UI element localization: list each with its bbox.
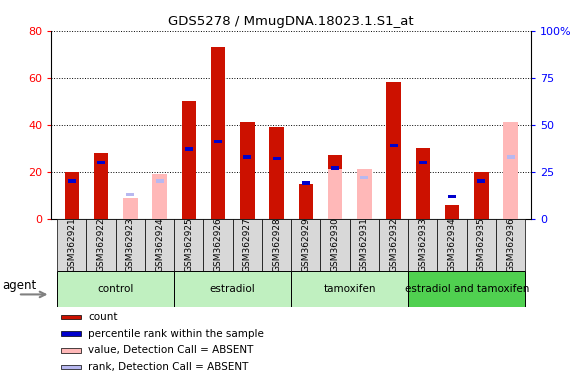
Bar — [203, 219, 233, 271]
Bar — [97, 161, 105, 164]
Bar — [262, 219, 291, 271]
Bar — [503, 122, 518, 219]
Bar — [357, 169, 372, 219]
Bar — [389, 144, 397, 147]
Bar — [116, 219, 145, 271]
Bar — [270, 127, 284, 219]
Bar — [152, 174, 167, 219]
Text: GSM362932: GSM362932 — [389, 217, 398, 272]
Text: tamoxifen: tamoxifen — [323, 284, 376, 294]
Bar — [65, 172, 79, 219]
Text: GSM362922: GSM362922 — [96, 217, 106, 272]
Bar — [328, 169, 343, 219]
Bar — [174, 219, 203, 271]
Text: GSM362933: GSM362933 — [419, 217, 427, 272]
Bar — [94, 153, 108, 219]
Bar — [240, 122, 255, 219]
Text: GSM362924: GSM362924 — [155, 217, 164, 272]
Text: estradiol: estradiol — [210, 284, 256, 294]
Text: count: count — [89, 312, 118, 322]
Text: agent: agent — [3, 279, 37, 292]
Bar — [155, 179, 164, 183]
Text: GSM362931: GSM362931 — [360, 217, 369, 272]
Bar — [57, 271, 174, 307]
Text: GSM362926: GSM362926 — [214, 217, 223, 272]
Bar — [185, 147, 193, 151]
Text: control: control — [98, 284, 134, 294]
Bar — [448, 195, 456, 198]
Bar — [211, 47, 226, 219]
Bar — [331, 166, 339, 170]
Bar — [61, 331, 81, 336]
Bar — [123, 198, 138, 219]
Bar — [68, 179, 76, 183]
Bar — [61, 315, 81, 319]
Bar — [61, 348, 81, 353]
Bar — [474, 172, 489, 219]
Bar — [408, 219, 437, 271]
Text: GSM362930: GSM362930 — [331, 217, 340, 272]
Text: GSM362928: GSM362928 — [272, 217, 281, 272]
Text: estradiol and tamoxifen: estradiol and tamoxifen — [404, 284, 529, 294]
Bar — [214, 140, 222, 144]
Bar — [467, 219, 496, 271]
Bar — [328, 156, 343, 219]
Bar — [386, 83, 401, 219]
Bar — [182, 101, 196, 219]
Bar — [416, 148, 430, 219]
Bar — [233, 219, 262, 271]
Text: GSM362925: GSM362925 — [184, 217, 194, 272]
Bar — [506, 155, 514, 159]
Bar — [477, 179, 485, 183]
Bar — [299, 184, 313, 219]
Text: GSM362927: GSM362927 — [243, 217, 252, 272]
Bar — [57, 219, 86, 271]
Bar — [320, 219, 349, 271]
Text: rank, Detection Call = ABSENT: rank, Detection Call = ABSENT — [89, 362, 249, 372]
Title: GDS5278 / MmugDNA.18023.1.S1_at: GDS5278 / MmugDNA.18023.1.S1_at — [168, 15, 414, 28]
Bar — [437, 219, 467, 271]
Text: GSM362929: GSM362929 — [301, 217, 310, 272]
Bar — [291, 219, 320, 271]
Bar — [174, 271, 291, 307]
Bar — [145, 219, 174, 271]
Bar — [61, 365, 81, 369]
Bar — [379, 219, 408, 271]
Bar — [302, 181, 310, 185]
Text: GSM362934: GSM362934 — [448, 217, 457, 272]
Text: GSM362936: GSM362936 — [506, 217, 515, 272]
Bar — [419, 161, 427, 164]
Bar — [408, 271, 525, 307]
Bar — [360, 176, 368, 179]
Bar — [243, 155, 251, 159]
Bar — [349, 219, 379, 271]
Bar — [126, 193, 134, 196]
Text: GSM362923: GSM362923 — [126, 217, 135, 272]
Bar — [272, 157, 280, 161]
Text: percentile rank within the sample: percentile rank within the sample — [89, 329, 264, 339]
Bar — [506, 155, 514, 159]
Bar — [496, 219, 525, 271]
Text: GSM362921: GSM362921 — [67, 217, 77, 272]
Bar — [445, 205, 460, 219]
Text: GSM362935: GSM362935 — [477, 217, 486, 272]
Bar — [86, 219, 116, 271]
Bar — [291, 271, 408, 307]
Text: value, Detection Call = ABSENT: value, Detection Call = ABSENT — [89, 346, 254, 356]
